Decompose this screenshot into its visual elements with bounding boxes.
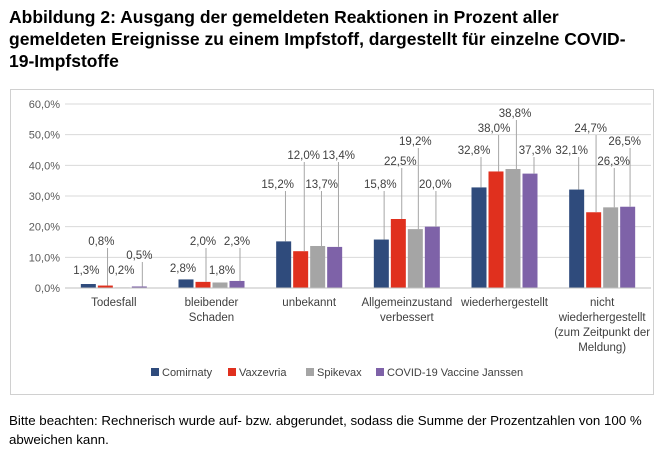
- legend-swatch: [376, 368, 384, 376]
- label-leader-lines: [107, 120, 631, 287]
- y-tick-label: 40,0%: [29, 160, 60, 172]
- data-label: 32,1%: [555, 145, 588, 157]
- bar-chart: 0,0% 10,0% 20,0% 30,0% 40,0% 50,0% 60,0% 1,3% 0…: [29, 99, 651, 379]
- data-label: 24,7%: [574, 123, 607, 135]
- data-label: 0,8%: [88, 236, 114, 248]
- data-labels: 1,3% 0,8% 0,2% 0,5% 2,8% 2,0% 1,8% 2,3% 15,2% 12,…: [73, 108, 641, 277]
- bar: [488, 171, 504, 288]
- x-tick-label: Schaden: [189, 312, 234, 324]
- bar: [620, 206, 636, 288]
- bars: [80, 169, 636, 288]
- gridlines: [65, 103, 651, 258]
- x-tick-label: verbessert: [380, 312, 434, 324]
- legend: Comirnaty Vaxzevria Spikevax COVID-19 Vacci…: [151, 367, 523, 379]
- legend-label: Spikevax: [317, 367, 362, 379]
- bar: [310, 245, 326, 288]
- footnote: Bitte beachten: Rechnerisch wurde auf- b…: [9, 413, 642, 447]
- bar: [407, 229, 423, 288]
- x-tick-label: Meldung): [578, 342, 626, 354]
- data-label: 26,5%: [608, 136, 641, 148]
- data-label: 19,2%: [399, 136, 432, 148]
- x-tick-label: (zum Zeitpunkt der: [554, 327, 650, 339]
- data-label: 38,8%: [499, 108, 532, 120]
- x-tick-label: wiederhergestellt: [558, 312, 647, 324]
- chart-area: 0,0% 10,0% 20,0% 30,0% 40,0% 50,0% 60,0% 1,3% 0…: [10, 89, 654, 395]
- y-tick-label: 10,0%: [29, 252, 60, 264]
- bar: [293, 251, 309, 288]
- data-label: 38,0%: [478, 123, 511, 135]
- bar: [603, 207, 619, 288]
- x-tick-label: Allgemeinzustand: [361, 297, 452, 309]
- x-tick-label: Todesfall: [91, 297, 136, 309]
- bar: [569, 189, 585, 288]
- data-label: 26,3%: [597, 156, 630, 168]
- bar: [471, 187, 487, 288]
- data-label: 32,8%: [458, 145, 491, 157]
- y-axis: 0,0% 10,0% 20,0% 30,0% 40,0% 50,0% 60,0%: [29, 99, 60, 295]
- bar: [327, 246, 343, 288]
- data-label: 20,0%: [419, 179, 452, 191]
- y-tick-label: 0,0%: [35, 283, 60, 295]
- legend-swatch: [306, 368, 314, 376]
- legend-label: COVID-19 Vaccine Janssen: [387, 367, 523, 379]
- bar: [195, 281, 211, 288]
- data-label: 1,3%: [73, 265, 99, 277]
- data-label: 15,8%: [364, 179, 397, 191]
- legend-label: Comirnaty: [162, 367, 213, 379]
- data-label: 2,3%: [224, 236, 250, 248]
- bar: [229, 280, 245, 288]
- bar: [424, 226, 440, 288]
- legend-swatch: [151, 368, 159, 376]
- bar: [505, 169, 521, 288]
- y-tick-label: 30,0%: [29, 191, 60, 203]
- data-label: 37,3%: [519, 145, 552, 157]
- bar: [522, 173, 538, 288]
- legend-label: Vaxzevria: [239, 367, 287, 379]
- y-tick-label: 20,0%: [29, 222, 60, 234]
- data-label: 0,5%: [126, 250, 152, 262]
- data-label: 13,7%: [305, 179, 338, 191]
- bar: [373, 239, 389, 288]
- bar: [131, 286, 147, 288]
- data-label: 0,2%: [108, 265, 134, 277]
- bar: [586, 212, 602, 288]
- y-tick-label: 50,0%: [29, 130, 60, 142]
- x-tick-label: nicht: [590, 297, 615, 309]
- data-label: 1,8%: [209, 265, 235, 277]
- chart-title: Abbildung 2: Ausgang der gemeldeten Reak…: [9, 7, 626, 71]
- data-label: 15,2%: [261, 179, 294, 191]
- bar: [178, 279, 194, 288]
- legend-swatch: [228, 368, 236, 376]
- data-label: 2,8%: [170, 263, 196, 275]
- x-tick-label: bleibender: [185, 297, 239, 309]
- bar: [390, 219, 406, 288]
- bar: [212, 282, 228, 288]
- bar: [97, 285, 113, 288]
- y-tick-label: 60,0%: [29, 99, 60, 111]
- data-label: 2,0%: [190, 236, 216, 248]
- data-label: 22,5%: [384, 156, 417, 168]
- x-axis: Todesfall bleibender Schaden unbekannt Allge…: [65, 287, 651, 354]
- bar: [276, 241, 292, 288]
- x-tick-label: wiederhergestellt: [460, 297, 549, 309]
- x-tick-label: unbekannt: [282, 297, 337, 309]
- data-label: 12,0%: [287, 150, 320, 162]
- bar: [80, 284, 96, 288]
- data-label: 13,4%: [322, 150, 355, 162]
